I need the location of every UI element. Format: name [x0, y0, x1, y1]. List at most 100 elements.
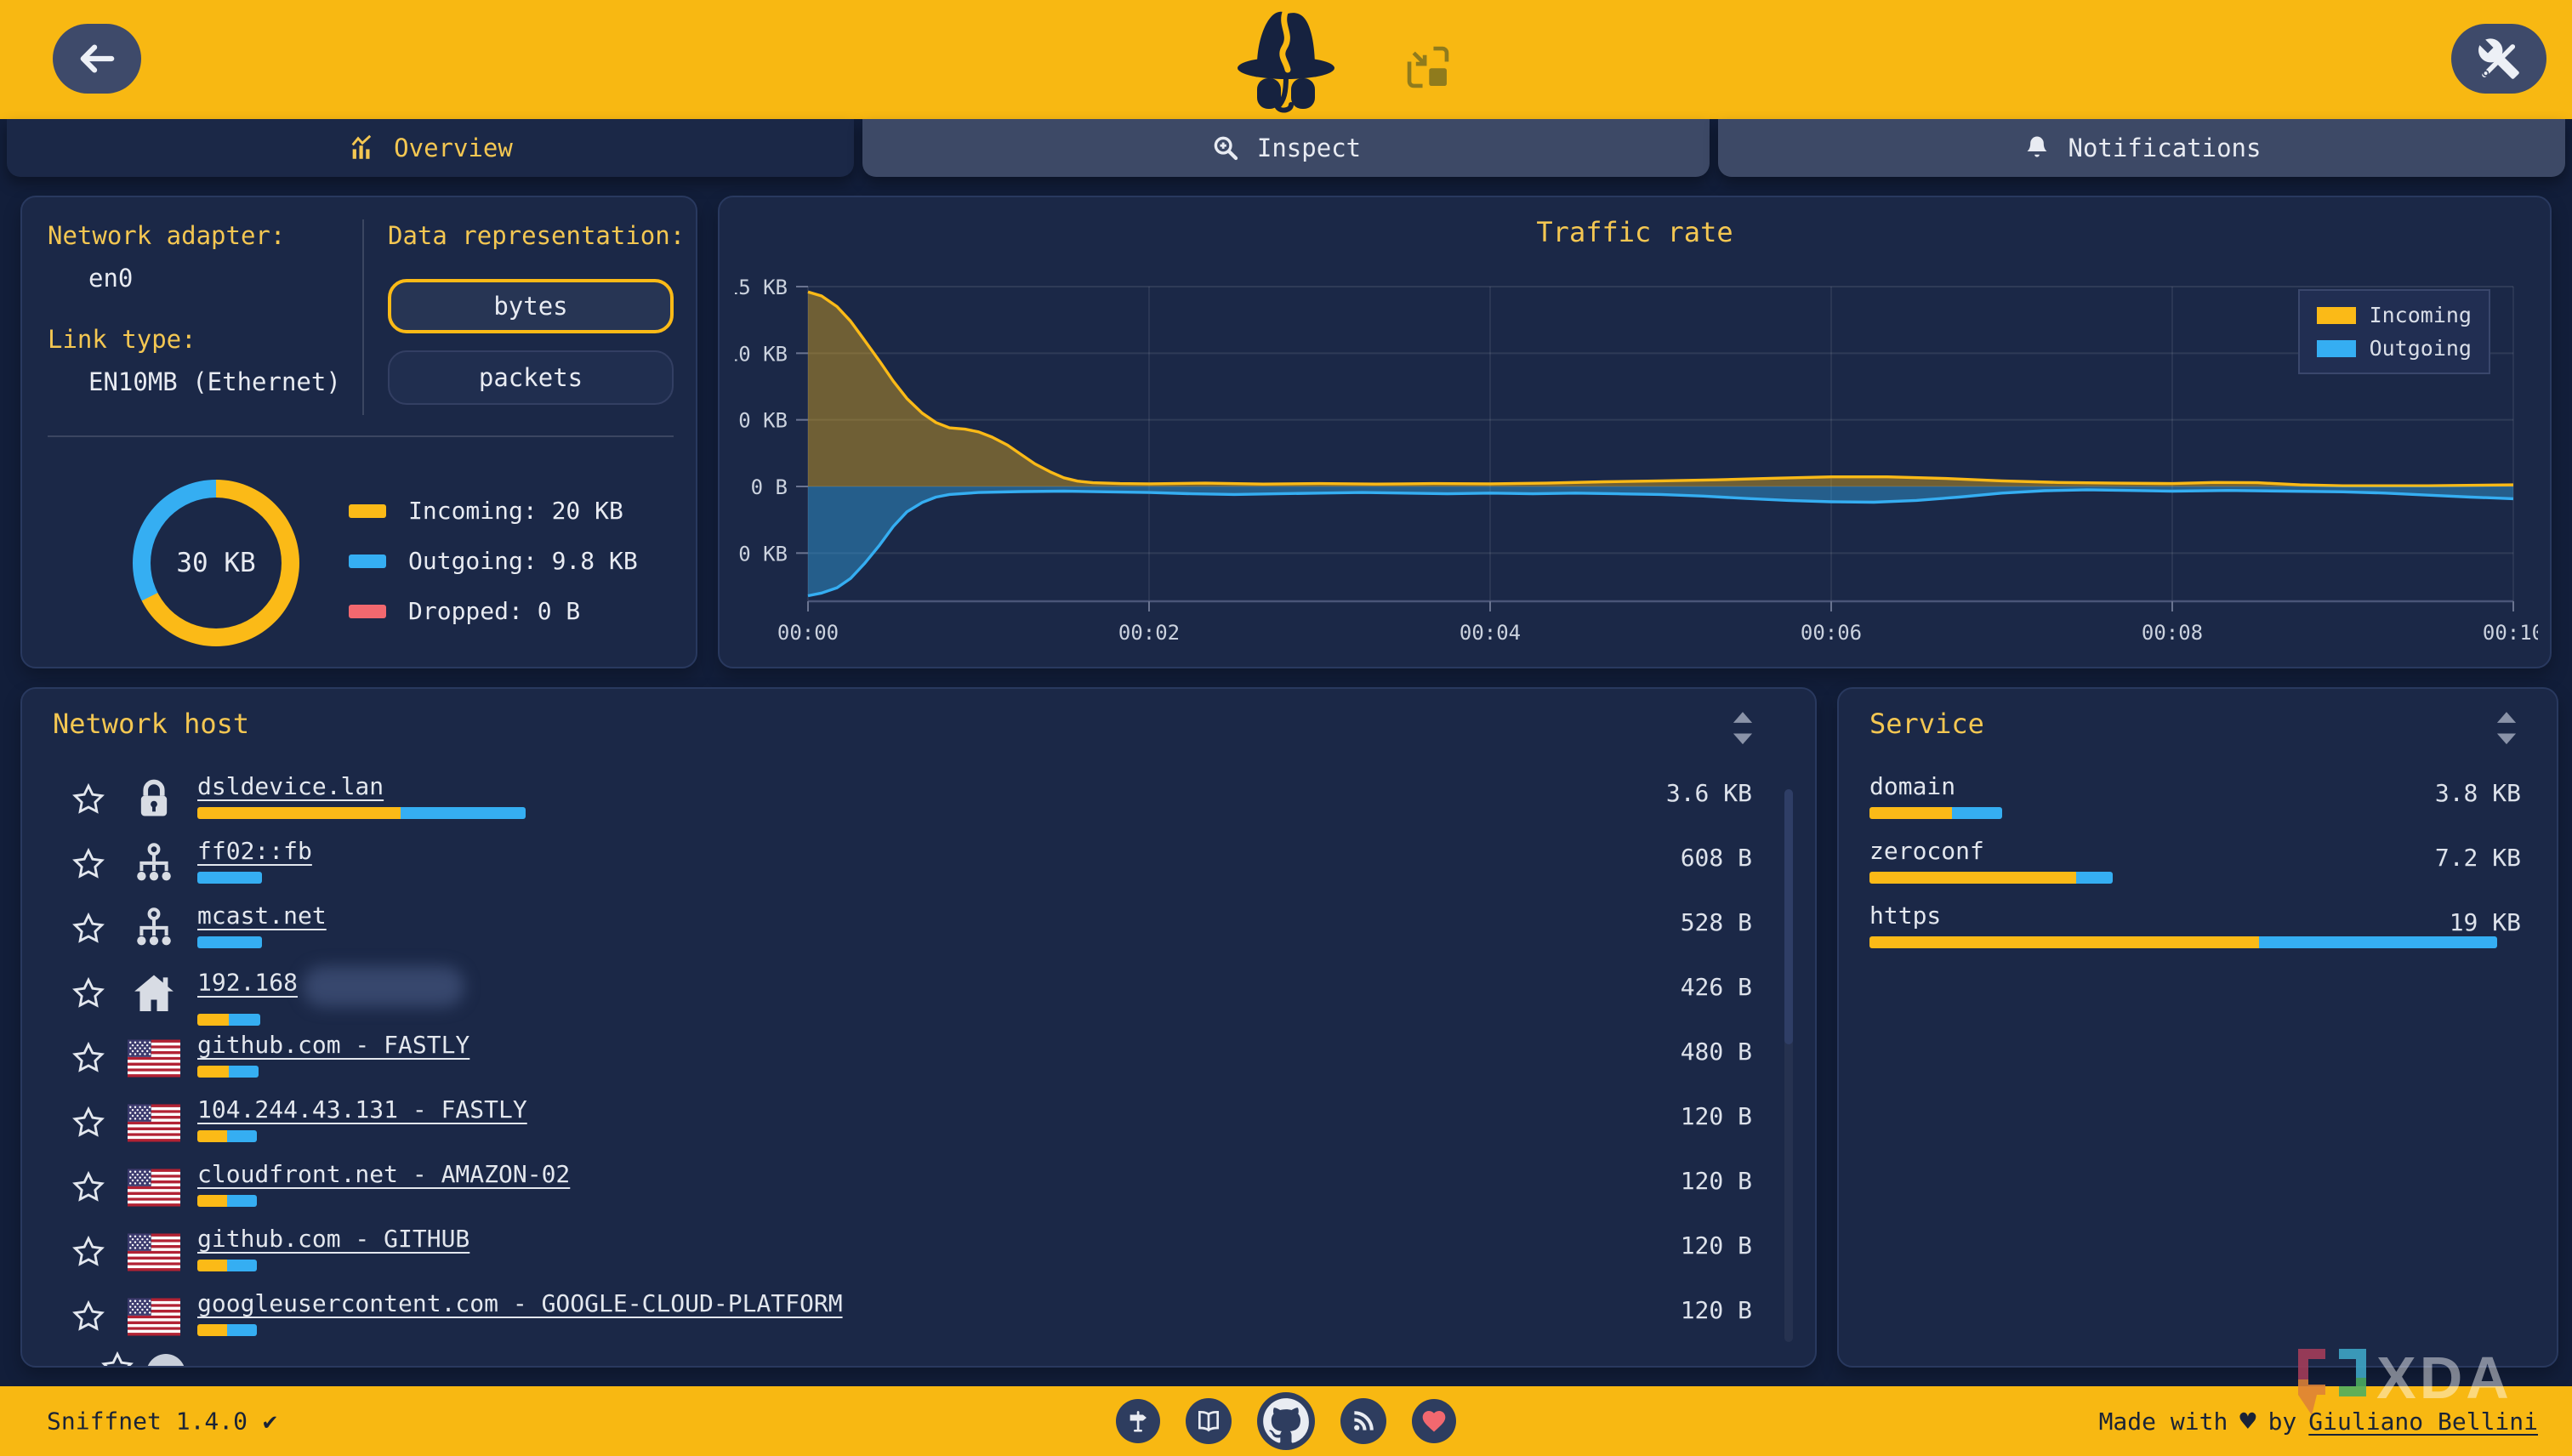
host-row[interactable]: 104.244.43.131 - FASTLY 120 B: [22, 1090, 1815, 1155]
author-link[interactable]: Giuliano Bellini: [2308, 1407, 2538, 1436]
back-button[interactable]: [53, 24, 141, 94]
host-traffic-bar: [197, 1014, 260, 1026]
host-traffic-bar: [197, 1066, 259, 1078]
host-row[interactable]: mcast.net 528 B: [22, 896, 1815, 961]
chart-legend-item: Incoming: [2316, 303, 2472, 327]
host-name-link[interactable]: github.com - FASTLY: [197, 1031, 470, 1059]
host-row[interactable]: dsldevice.lan 3.6 KB: [22, 767, 1815, 832]
donut-total-value: 30 KB: [176, 548, 256, 578]
host-name-block: 104.244.43.131 - FASTLY: [197, 1095, 527, 1142]
bell-icon: [2027, 136, 2046, 157]
host-traffic-bar: [197, 807, 526, 819]
legend-label: Outgoing: [2369, 336, 2472, 361]
svg-text:00:04: 00:04: [1460, 621, 1521, 645]
totals-legend-item: Dropped: 0 B: [349, 597, 638, 625]
service-title: Service: [1869, 708, 1984, 740]
star-icon[interactable]: [71, 782, 105, 816]
host-scrollbar-track[interactable]: [1784, 789, 1793, 1342]
traffic-rate-title: Traffic rate: [1536, 216, 1733, 248]
us-flag-icon: [128, 1034, 180, 1082]
thumbnail-mode-icon[interactable]: [1402, 39, 1454, 95]
rss-button[interactable]: [1340, 1398, 1386, 1444]
host-name-link[interactable]: googleusercontent.com - GOOGLE-CLOUD-PLA…: [197, 1289, 843, 1317]
host-name-link[interactable]: cloudfront.net - AMAZON-02: [197, 1160, 571, 1188]
tab-notifications[interactable]: Notifications: [1718, 119, 2565, 177]
svg-text:00:02: 00:02: [1118, 621, 1180, 645]
check-icon: ✔: [263, 1407, 277, 1436]
star-icon[interactable]: [71, 912, 105, 946]
host-name-link[interactable]: 104.244.43.131 - FASTLY: [197, 1095, 527, 1123]
host-row[interactable]: github.com - FASTLY 480 B: [22, 1026, 1815, 1090]
outgoing-bar-segment: [197, 936, 262, 948]
host-bytes-value: 120 B: [1680, 1296, 1752, 1324]
incoming-bar-segment: [1869, 807, 1952, 819]
service-bytes-value: 3.8 KB: [2434, 779, 2521, 807]
host-row[interactable]: github.com - GITHUB 120 B: [22, 1220, 1815, 1284]
host-name-link[interactable]: dsldevice.lan: [197, 772, 384, 800]
host-row[interactable]: googleusercontent.com - GOOGLE-CLOUD-PLA…: [22, 1284, 1815, 1349]
network-adapter-value: en0: [88, 264, 134, 293]
tab-overview-label: Overview: [394, 134, 513, 162]
host-row[interactable]: cloudfront.net - AMAZON-02 120 B: [22, 1155, 1815, 1220]
service-row[interactable]: https 19 KB: [1839, 896, 2557, 961]
star-icon[interactable]: [71, 1300, 105, 1334]
outgoing-bar-segment: [1952, 807, 2002, 819]
incoming-bar-segment: [197, 1014, 229, 1026]
magnifier-plus-icon: [1214, 136, 1238, 161]
star-icon[interactable]: [71, 847, 105, 881]
bytes-button[interactable]: bytes: [388, 279, 674, 333]
incoming-bar-segment: [197, 1324, 227, 1336]
sniffnet-logo-icon: [1233, 5, 1339, 116]
legend-color-chip: [2316, 339, 2356, 357]
github-button[interactable]: [1257, 1392, 1315, 1450]
book-icon: [1195, 1408, 1222, 1435]
packets-button[interactable]: packets: [388, 350, 674, 405]
host-bytes-value: 608 B: [1680, 844, 1752, 872]
totals-legend-item: Incoming: 20 KB: [349, 497, 638, 525]
host-traffic-bar: [197, 1260, 257, 1271]
signpost-button[interactable]: [1116, 1399, 1160, 1443]
svg-text:15 KB: 15 KB: [735, 276, 788, 299]
tab-notifications-label: Notifications: [2068, 134, 2262, 162]
host-name-link[interactable]: github.com - GITHUB: [197, 1225, 470, 1253]
star-icon[interactable]: [71, 976, 105, 1010]
incoming-bar-segment: [197, 1195, 227, 1207]
host-name-link[interactable]: 192.168: [197, 968, 299, 997]
star-icon[interactable]: [71, 1235, 105, 1269]
host-sort-button[interactable]: [1727, 709, 1759, 747]
svg-text:00:10: 00:10: [2483, 621, 2538, 645]
legend-color-chip: [349, 554, 386, 568]
incoming-bar-segment: [197, 1130, 227, 1142]
tab-inspect[interactable]: Inspect: [862, 119, 1710, 177]
star-icon: [100, 1351, 134, 1366]
service-row[interactable]: zeroconf 7.2 KB: [1839, 832, 2557, 896]
host-scrollbar-thumb[interactable]: [1784, 789, 1793, 1044]
outgoing-bar-segment: [197, 872, 262, 884]
service-sort-button[interactable]: [2490, 709, 2523, 747]
book-button[interactable]: [1186, 1398, 1232, 1444]
host-name-link[interactable]: ff02::fb: [197, 837, 312, 865]
settings-button[interactable]: [2451, 24, 2546, 94]
tools-icon: [2478, 38, 2519, 79]
star-icon[interactable]: [71, 1041, 105, 1075]
star-icon[interactable]: [71, 1106, 105, 1140]
tab-overview[interactable]: Overview: [7, 119, 854, 177]
host-name-block: github.com - GITHUB: [197, 1225, 469, 1271]
incoming-bar-segment: [197, 1260, 227, 1271]
multicast-icon: [128, 905, 180, 953]
traffic-rate-panel: Traffic rate 15 KB 10 KB 5.0 KB 0 B 5.0 …: [718, 196, 2552, 668]
service-bytes-value: 19 KB: [2449, 908, 2521, 936]
host-row[interactable]: ff02::fb 608 B: [22, 832, 1815, 896]
host-name-link[interactable]: mcast.net: [197, 901, 327, 930]
horizontal-divider: [48, 435, 674, 437]
footer-links: [1116, 1392, 1456, 1450]
network-host-panel: Network host dsldevice.lan 3.6 KB ff02::…: [20, 687, 1817, 1368]
star-icon[interactable]: [71, 1170, 105, 1204]
host-name-block: cloudfront.net - AMAZON-02: [197, 1160, 570, 1207]
heart-button[interactable]: [1412, 1399, 1456, 1443]
adapter-panel: Network adapter: en0 Link type: EN10MB (…: [20, 196, 697, 668]
service-row[interactable]: domain 3.8 KB: [1839, 767, 2557, 832]
totals-legend-item: Outgoing: 9.8 KB: [349, 547, 638, 575]
host-row[interactable]: 192.168 426 B: [22, 961, 1815, 1026]
